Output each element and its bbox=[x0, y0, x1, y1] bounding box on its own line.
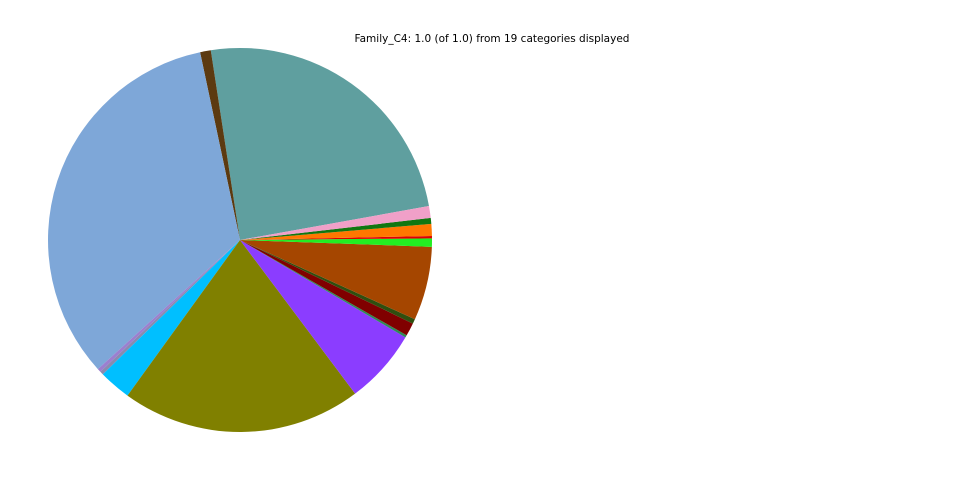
pie-slice bbox=[240, 217, 432, 240]
pie-slice bbox=[240, 205, 431, 240]
pie-slice bbox=[210, 47, 429, 241]
pie-slice bbox=[97, 240, 240, 372]
pie-slice bbox=[240, 240, 407, 338]
pie-slice bbox=[127, 240, 356, 433]
chart-title: Family_C4: 1.0 (of 1.0) from 19 categori… bbox=[355, 33, 630, 45]
pie-slice bbox=[240, 240, 406, 394]
pie-slice bbox=[200, 50, 240, 241]
pie-slice bbox=[100, 240, 241, 375]
pie-slice bbox=[240, 238, 432, 247]
pie-slice bbox=[102, 240, 240, 396]
pie-slice bbox=[48, 52, 240, 370]
pie-slice bbox=[240, 240, 432, 320]
pie-slice bbox=[240, 240, 413, 336]
pie-slice bbox=[240, 235, 432, 240]
pie-slice bbox=[240, 240, 415, 324]
pie-slice bbox=[240, 223, 432, 240]
